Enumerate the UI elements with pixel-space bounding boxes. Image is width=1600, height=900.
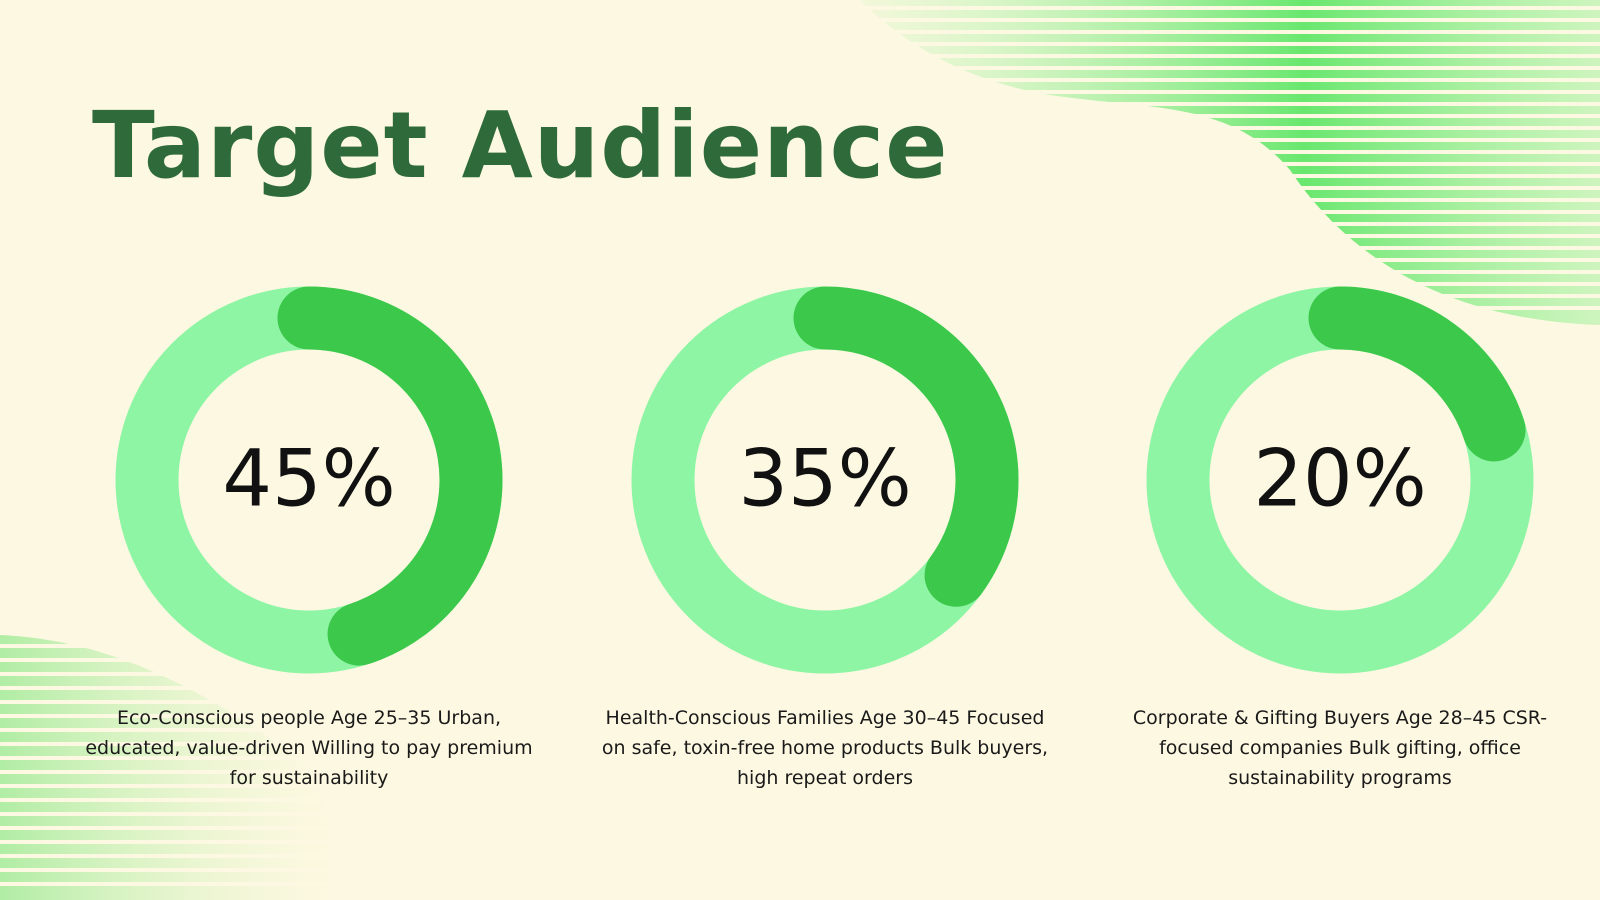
- value-label: 45%: [222, 434, 395, 524]
- slide-title: Target Audience: [92, 92, 949, 199]
- donut-arc: [793, 286, 1019, 607]
- caption: Corporate & Gifting Buyers Age 28–45 CSR…: [1132, 707, 1548, 789]
- value-label: 20%: [1253, 434, 1426, 524]
- value-label: 35%: [738, 434, 911, 524]
- caption: Health-Conscious Families Age 30–45 Focu…: [601, 707, 1049, 789]
- caption: Eco-Conscious people Age 25–35 Urban, ed…: [85, 707, 533, 789]
- decor-stripes-bottom: [0, 635, 360, 900]
- donut-arc: [1308, 286, 1526, 462]
- donut-arc: [277, 286, 503, 666]
- decor-stripes-top: [850, 0, 1600, 325]
